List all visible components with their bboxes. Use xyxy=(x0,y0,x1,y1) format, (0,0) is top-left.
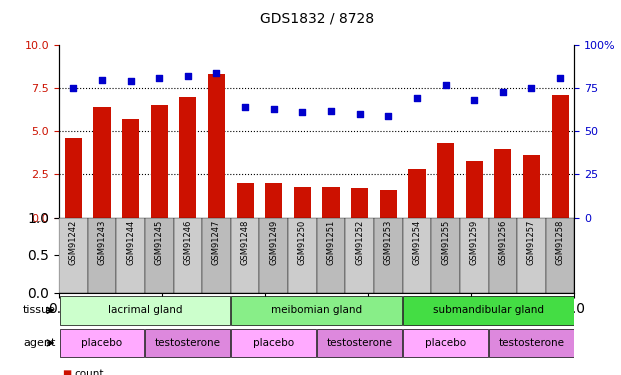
Point xyxy=(183,73,193,79)
FancyBboxPatch shape xyxy=(288,217,317,292)
Text: GSM91258: GSM91258 xyxy=(556,220,564,265)
Text: GSM91242: GSM91242 xyxy=(69,220,78,265)
Point xyxy=(297,109,307,115)
Bar xyxy=(523,155,540,218)
Bar xyxy=(122,119,139,218)
Text: GSM91254: GSM91254 xyxy=(412,220,422,265)
Point xyxy=(412,96,422,102)
FancyBboxPatch shape xyxy=(59,217,88,292)
FancyBboxPatch shape xyxy=(489,217,517,292)
Text: GSM91255: GSM91255 xyxy=(441,220,450,265)
Bar xyxy=(322,188,340,218)
FancyBboxPatch shape xyxy=(460,217,489,292)
Text: GSM91250: GSM91250 xyxy=(298,220,307,265)
Bar xyxy=(237,183,254,218)
Text: GSM91251: GSM91251 xyxy=(327,220,335,265)
FancyBboxPatch shape xyxy=(431,217,460,292)
Point xyxy=(154,75,164,81)
FancyBboxPatch shape xyxy=(88,217,116,292)
Point xyxy=(469,97,479,103)
Text: count: count xyxy=(75,369,104,375)
FancyBboxPatch shape xyxy=(260,217,288,292)
Text: placebo: placebo xyxy=(81,338,122,348)
Bar xyxy=(351,188,368,218)
Bar xyxy=(232,296,402,325)
Text: GSM91253: GSM91253 xyxy=(384,220,393,265)
Bar xyxy=(489,328,574,357)
Bar xyxy=(317,328,402,357)
Point xyxy=(498,88,508,94)
Text: GSM91252: GSM91252 xyxy=(355,220,364,265)
Bar xyxy=(403,328,488,357)
Text: testosterone: testosterone xyxy=(499,338,564,348)
Bar xyxy=(232,328,316,357)
Bar xyxy=(494,148,512,217)
Text: GSM91248: GSM91248 xyxy=(240,220,250,265)
Text: placebo: placebo xyxy=(253,338,294,348)
FancyBboxPatch shape xyxy=(546,217,574,292)
Bar xyxy=(151,105,168,218)
Point xyxy=(212,70,222,76)
Bar xyxy=(179,97,196,218)
FancyBboxPatch shape xyxy=(145,217,173,292)
Text: submandibular gland: submandibular gland xyxy=(433,305,544,315)
FancyBboxPatch shape xyxy=(345,217,374,292)
FancyBboxPatch shape xyxy=(202,217,231,292)
Bar xyxy=(294,188,311,218)
Point xyxy=(383,113,393,119)
Point xyxy=(355,111,365,117)
Bar xyxy=(65,138,82,218)
Text: agent: agent xyxy=(24,338,56,348)
Bar xyxy=(60,328,144,357)
Text: testosterone: testosterone xyxy=(327,338,392,348)
Text: GSM91249: GSM91249 xyxy=(270,220,278,265)
Bar xyxy=(93,107,111,218)
Bar xyxy=(208,74,225,217)
Bar xyxy=(551,95,569,218)
Bar xyxy=(265,183,283,218)
Text: lacrimal gland: lacrimal gland xyxy=(107,305,182,315)
Text: GSM91259: GSM91259 xyxy=(469,220,479,265)
Text: GSM91245: GSM91245 xyxy=(155,220,164,265)
Point xyxy=(240,104,250,110)
Text: GSM91246: GSM91246 xyxy=(183,220,193,265)
Bar xyxy=(437,143,454,218)
FancyBboxPatch shape xyxy=(116,217,145,292)
Bar xyxy=(379,190,397,217)
Bar xyxy=(60,296,230,325)
Text: tissue: tissue xyxy=(23,305,56,315)
Text: ■: ■ xyxy=(62,369,71,375)
Text: GSM91247: GSM91247 xyxy=(212,220,221,265)
Point xyxy=(555,75,565,81)
Text: GDS1832 / 8728: GDS1832 / 8728 xyxy=(260,11,374,25)
Text: testosterone: testosterone xyxy=(155,338,221,348)
Text: GSM91244: GSM91244 xyxy=(126,220,135,265)
Bar xyxy=(145,328,230,357)
Text: GSM91243: GSM91243 xyxy=(97,220,106,265)
Bar xyxy=(403,296,574,325)
Point xyxy=(97,76,107,82)
Text: GSM91256: GSM91256 xyxy=(498,220,507,265)
Bar xyxy=(409,169,425,217)
Point xyxy=(527,85,537,91)
Point xyxy=(441,82,451,88)
Point xyxy=(68,85,78,91)
Point xyxy=(125,78,135,84)
Bar xyxy=(466,160,483,218)
FancyBboxPatch shape xyxy=(517,217,546,292)
FancyBboxPatch shape xyxy=(317,217,345,292)
Text: placebo: placebo xyxy=(425,338,466,348)
Point xyxy=(326,108,336,114)
FancyBboxPatch shape xyxy=(231,217,260,292)
FancyBboxPatch shape xyxy=(374,217,402,292)
FancyBboxPatch shape xyxy=(173,217,202,292)
Text: GSM91257: GSM91257 xyxy=(527,220,536,265)
Point xyxy=(269,106,279,112)
FancyBboxPatch shape xyxy=(402,217,431,292)
Text: meibomian gland: meibomian gland xyxy=(271,305,362,315)
